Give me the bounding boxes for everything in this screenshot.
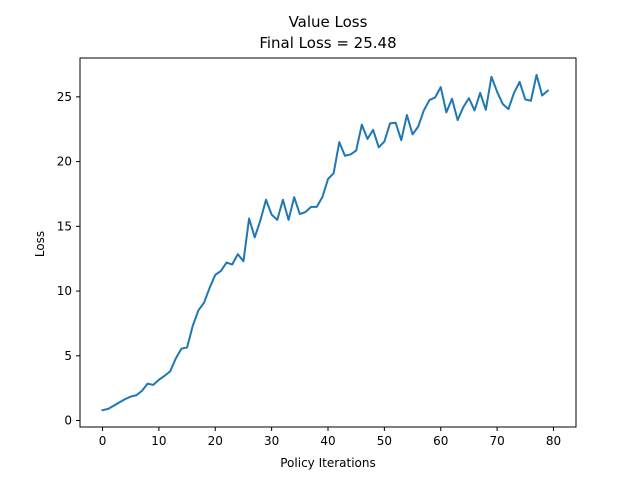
x-tick-label: 80: [546, 434, 561, 448]
x-tick-label: 70: [489, 434, 504, 448]
y-tick-label: 25: [57, 90, 72, 104]
y-tick-label: 5: [64, 349, 72, 363]
x-tick-label: 60: [433, 434, 448, 448]
x-axis-label: Policy Iterations: [280, 456, 375, 470]
x-tick-label: 30: [264, 434, 279, 448]
x-tick-label: 40: [320, 434, 335, 448]
chart-subtitle: Final Loss = 25.48: [259, 34, 396, 52]
y-tick-label: 15: [57, 219, 72, 233]
y-tick-label: 10: [57, 284, 72, 298]
x-tick-label: 50: [377, 434, 392, 448]
plot-background: [80, 58, 576, 427]
y-tick-label: 20: [57, 155, 72, 169]
x-tick-label: 10: [151, 434, 166, 448]
chart-title: Value Loss: [289, 13, 368, 31]
series-line-0: [101, 73, 550, 412]
y-tick-label: 0: [64, 414, 72, 428]
x-tick-label: 20: [208, 434, 223, 448]
x-tick-label: 0: [99, 434, 107, 448]
x-axis-ticks: 0 10 20 30 40 50 60 70 80: [99, 427, 561, 448]
plot-area: [79, 57, 577, 428]
y-axis-label: Loss: [33, 231, 47, 257]
y-axis-ticks: 0 5 10 15 20 25: [57, 90, 80, 428]
